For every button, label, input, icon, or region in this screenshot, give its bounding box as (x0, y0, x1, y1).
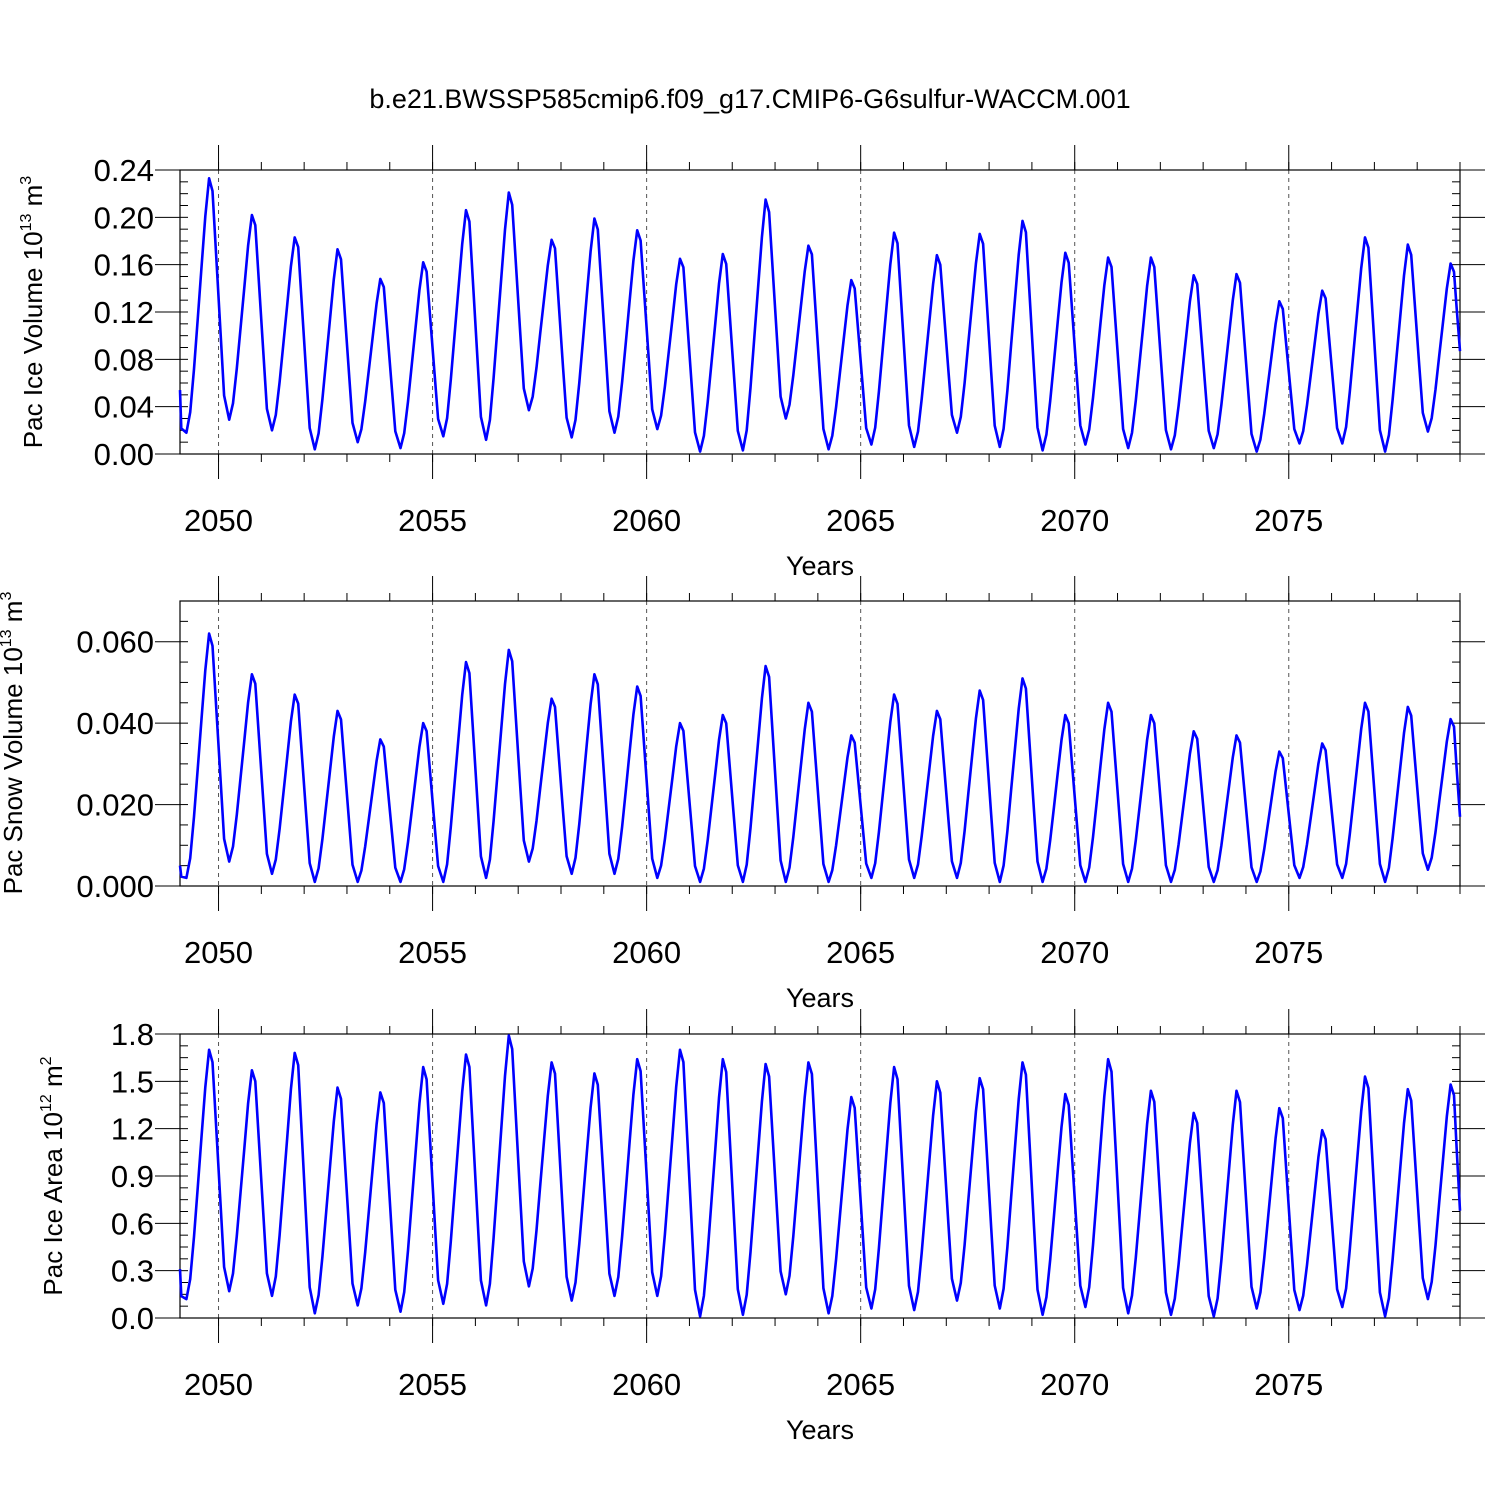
x-tick-label: 2060 (612, 503, 681, 538)
series-line (178, 1034, 1462, 1318)
plot-frame (179, 1033, 1461, 1319)
y-axis-label: Pac Ice Area 1012 m2 (38, 1056, 68, 1295)
x-tick-label: 2050 (184, 503, 253, 538)
x-tick-label: 2075 (1254, 503, 1323, 538)
y-tick-label: 0.20 (94, 200, 154, 235)
x-tick-label: 2075 (1254, 935, 1323, 970)
series-line (178, 177, 1462, 453)
x-axis-label: Years (786, 983, 854, 1013)
y-tick-label: 0.040 (76, 706, 154, 741)
panel-1: 0.00 0.04 0.08 0.12 0.16 0.20 0.24 2050 2055 2060… (18, 145, 1485, 581)
x-tick-label: 2050 (184, 935, 253, 970)
y-tick-label: 0.000 (76, 869, 154, 904)
y-tick-label: 0.060 (76, 625, 154, 660)
y-tick-label: 0.3 (111, 1254, 154, 1289)
x-tick-label: 2050 (184, 1367, 253, 1402)
y-tick-label: 0.08 (94, 342, 154, 377)
y-tick-label: 1.2 (111, 1112, 154, 1147)
y-tick-label: 0.020 (76, 788, 154, 823)
plot-frame (179, 600, 1461, 887)
y-tick-label: 0.0 (111, 1301, 154, 1336)
y-tick-label: 0.16 (94, 248, 154, 283)
panel-2: 0.000 0.020 0.040 0.060 2050 2055 2060 2065 2070… (0, 576, 1485, 1013)
y-tick-label: 0.24 (94, 153, 154, 188)
chart-title: b.e21.BWSSP585cmip6.f09_g17.CMIP6-G6sulf… (369, 84, 1130, 114)
x-tick-label: 2065 (826, 1367, 895, 1402)
x-tick-label: 2055 (398, 1367, 467, 1402)
x-tick-label: 2060 (612, 1367, 681, 1402)
x-tick-label: 2065 (826, 503, 895, 538)
y-tick-label: 0.6 (111, 1206, 154, 1241)
x-tick-label: 2070 (1040, 1367, 1109, 1402)
y-tick-label: 1.5 (111, 1064, 154, 1099)
y-tick-label: 0.04 (94, 390, 154, 425)
y-tick-label: 0.9 (111, 1159, 154, 1194)
y-tick-label: 0.12 (94, 295, 154, 330)
plot-frame (179, 169, 1461, 455)
x-tick-label: 2055 (398, 503, 467, 538)
series-line (178, 632, 1462, 884)
y-tick-label: 0.00 (94, 437, 154, 472)
y-tick-label: 1.8 (111, 1017, 154, 1052)
y-axis-label: Pac Snow Volume 1013 m3 (0, 592, 28, 895)
x-tick-label: 2075 (1254, 1367, 1323, 1402)
panel-3: 0.0 0.3 0.6 0.9 1.2 1.5 1.8 2050 2055 2060 2065 207… (38, 1009, 1485, 1445)
x-tick-label: 2070 (1040, 935, 1109, 970)
x-tick-label: 2070 (1040, 503, 1109, 538)
x-tick-label: 2060 (612, 935, 681, 970)
x-tick-label: 2055 (398, 935, 467, 970)
x-axis-label: Years (786, 551, 854, 581)
y-axis-label: Pac Ice Volume 1013 m3 (18, 176, 48, 449)
x-axis-label: Years (786, 1415, 854, 1445)
x-tick-label: 2065 (826, 935, 895, 970)
